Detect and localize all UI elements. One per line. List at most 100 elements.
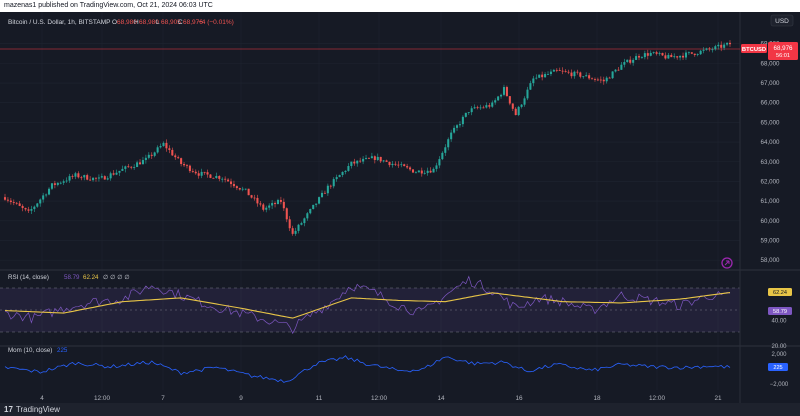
candle-body [670,54,673,58]
candle-body [497,96,500,101]
candle-body [177,157,180,159]
candle-body [614,69,617,72]
candle-body [103,176,106,180]
candle-body [582,76,585,78]
candle-body [664,55,667,59]
chart-area[interactable]: 69,00068,00067,00066,00065,00064,00063,0… [0,12,800,403]
candle-body [505,87,508,97]
candle-body [59,182,62,184]
candle-body [315,203,318,205]
price-tick-label: 65,000 [761,119,780,126]
candle-body [602,79,605,82]
time-tick-label: 14 [437,395,445,402]
time-tick-label: 18 [593,395,601,402]
candle-body [183,163,186,166]
change-value: −4 (−0.01%) [198,19,234,26]
candle-body [517,106,520,116]
candle-body [133,166,136,168]
candle-body [455,125,459,128]
candle-body [661,53,664,56]
candle-body [329,185,332,187]
candle-body [488,105,491,107]
chart-svg[interactable]: 69,00068,00067,00066,00065,00064,00063,0… [0,12,800,403]
candle-body [420,170,423,174]
rsi-value-2: 62.24 [83,274,99,281]
rsi-value2-tag [768,288,792,296]
candle-body [373,156,376,160]
price-tick-label: 66,000 [761,100,780,107]
publish-header: mazenas1 published on TradingView.com, O… [0,0,800,12]
candle-body [526,89,529,99]
candle-body [194,171,197,174]
candle-body [159,146,162,148]
candle-body [229,181,233,185]
candle-body [370,156,373,159]
candle-body [579,72,582,77]
candle-body [218,175,221,179]
candle-body [617,69,620,71]
candle-body [717,44,720,47]
candle-body [382,160,385,162]
price-tag-value: 68,976 [774,45,793,52]
candle-body [494,100,497,103]
candle-body [288,219,291,229]
candle-body [106,178,109,180]
alert-icon[interactable] [721,257,733,269]
candle-body [365,157,368,159]
candle-body [153,152,156,156]
candle-body [679,55,682,58]
candle-body [423,172,426,174]
candle-body [18,203,21,206]
price-tick-label: 59,000 [761,237,780,244]
mom-tick-label: −2,000 [770,382,789,388]
candle-body [453,127,456,133]
candle-body [77,173,80,178]
candle-body [596,79,599,81]
candle-body [276,199,280,205]
candle-body [100,176,103,178]
candle-body [640,57,643,58]
rsi-tick-label: 40.00 [771,319,787,325]
candle-body [538,74,541,78]
candle-body [320,192,324,198]
candle-body [649,52,652,56]
candle-body [353,161,356,164]
candle-body [356,160,359,164]
candle-body [514,108,517,116]
candle-body [326,185,329,194]
candles [3,40,732,236]
tradingview-brand[interactable]: 17 TradingView [4,403,60,416]
candle-body [479,107,482,109]
candle-body [464,112,467,117]
candle-body [684,52,687,58]
candle-body [476,107,479,109]
candle-body [62,181,65,183]
price-axis[interactable]: 69,00068,00067,00066,00065,00064,00063,0… [761,41,789,388]
tradingview-logo-icon: 17 [4,405,13,414]
candle-body [21,205,24,209]
candle-body [529,83,532,90]
candle-body [623,62,626,65]
candle-body [45,194,48,196]
candle-body [112,173,115,175]
candle-body [414,172,417,174]
candle-body [332,179,335,187]
candle-body [397,164,400,166]
candle-body [611,71,614,79]
time-tick-label: 16 [515,395,523,402]
footer-brand: TradingView [15,405,60,414]
candle-body [53,183,56,185]
currency-button[interactable] [770,14,794,27]
candle-body [532,78,535,84]
rsi-value1-tag-label: 58.79 [773,309,787,315]
time-axis[interactable]: 4 12:00 7 9 11 12:00 14 16 18 12:00 21 [40,395,722,402]
candle-body [297,224,300,231]
candle-body [376,156,379,160]
time-tick-label: 21 [714,395,722,402]
candle-body [520,104,523,107]
candle-body [508,96,511,104]
candle-body [209,174,212,178]
candle-body [200,171,203,176]
candle-body [127,166,130,168]
